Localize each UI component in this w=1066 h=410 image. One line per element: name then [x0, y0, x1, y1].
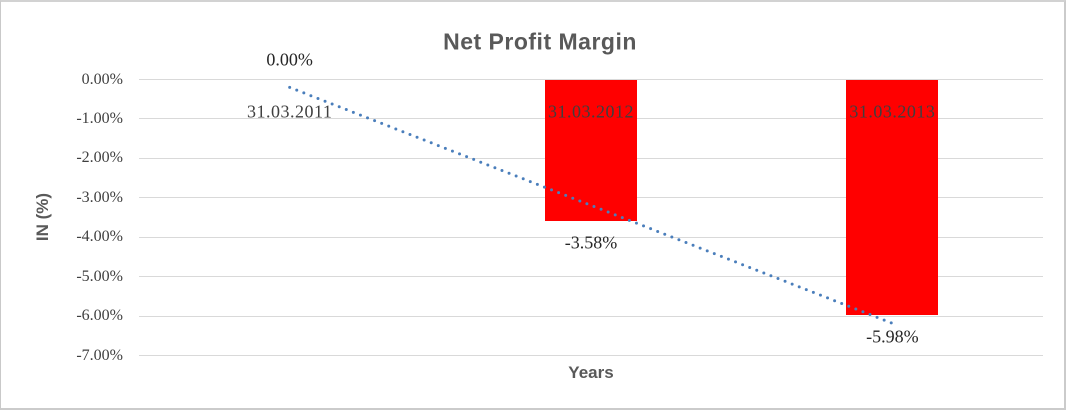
category-label: 31.03.2013 [849, 101, 936, 122]
y-tick-label: -7.00% [76, 346, 123, 364]
gridline [139, 355, 1043, 357]
y-tick-label: -2.00% [76, 149, 123, 167]
category-label: 31.03.2012 [548, 101, 634, 122]
category-label: 31.03.2011 [246, 101, 333, 122]
y-tick-label: -1.00% [76, 109, 123, 127]
gridline [139, 315, 1043, 317]
y-tick-label: -5.00% [76, 267, 123, 285]
data-label: -3.58% [564, 232, 618, 253]
y-tick-label: 0.00% [81, 70, 123, 88]
x-axis-title: Years [568, 363, 614, 382]
y-tick-label: -4.00% [76, 228, 123, 246]
y-tick-label: -3.00% [76, 188, 123, 206]
chart-title: Net Profit Margin [443, 28, 637, 55]
data-label: -5.98% [866, 326, 919, 347]
data-label: 0.00% [266, 49, 313, 69]
y-tick-label: -6.00% [76, 307, 123, 325]
